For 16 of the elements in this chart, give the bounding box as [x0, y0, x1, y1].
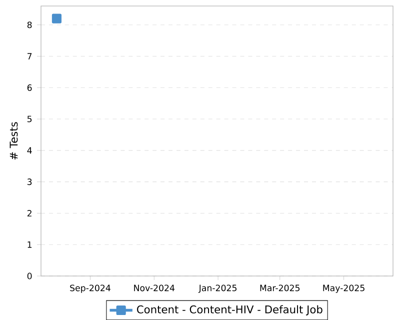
- y-tick-label: 5: [27, 116, 32, 122]
- y-tick-label: 0: [27, 272, 32, 280]
- x-tick-label: Mar-2025: [260, 284, 300, 292]
- y-axis-title: # Tests: [10, 122, 18, 160]
- x-tick-label: Jan-2025: [198, 284, 236, 293]
- y-tick-label: 7: [28, 53, 32, 60]
- legend-label: Content - Content-HIV - Default Job: [137, 305, 322, 316]
- y-tick-label: 6: [27, 84, 32, 91]
- x-tick-label: Sep-2024: [70, 284, 110, 293]
- y-tick-label: 4: [27, 147, 32, 154]
- y-tick-label: 1: [28, 241, 32, 248]
- y-tick-label: 3: [27, 178, 32, 186]
- x-tick-label: May-2025: [323, 284, 364, 293]
- x-tick-label: Nov-2024: [134, 284, 175, 292]
- y-tick-label: 2: [27, 210, 32, 216]
- y-tick-label: 8: [27, 22, 32, 28]
